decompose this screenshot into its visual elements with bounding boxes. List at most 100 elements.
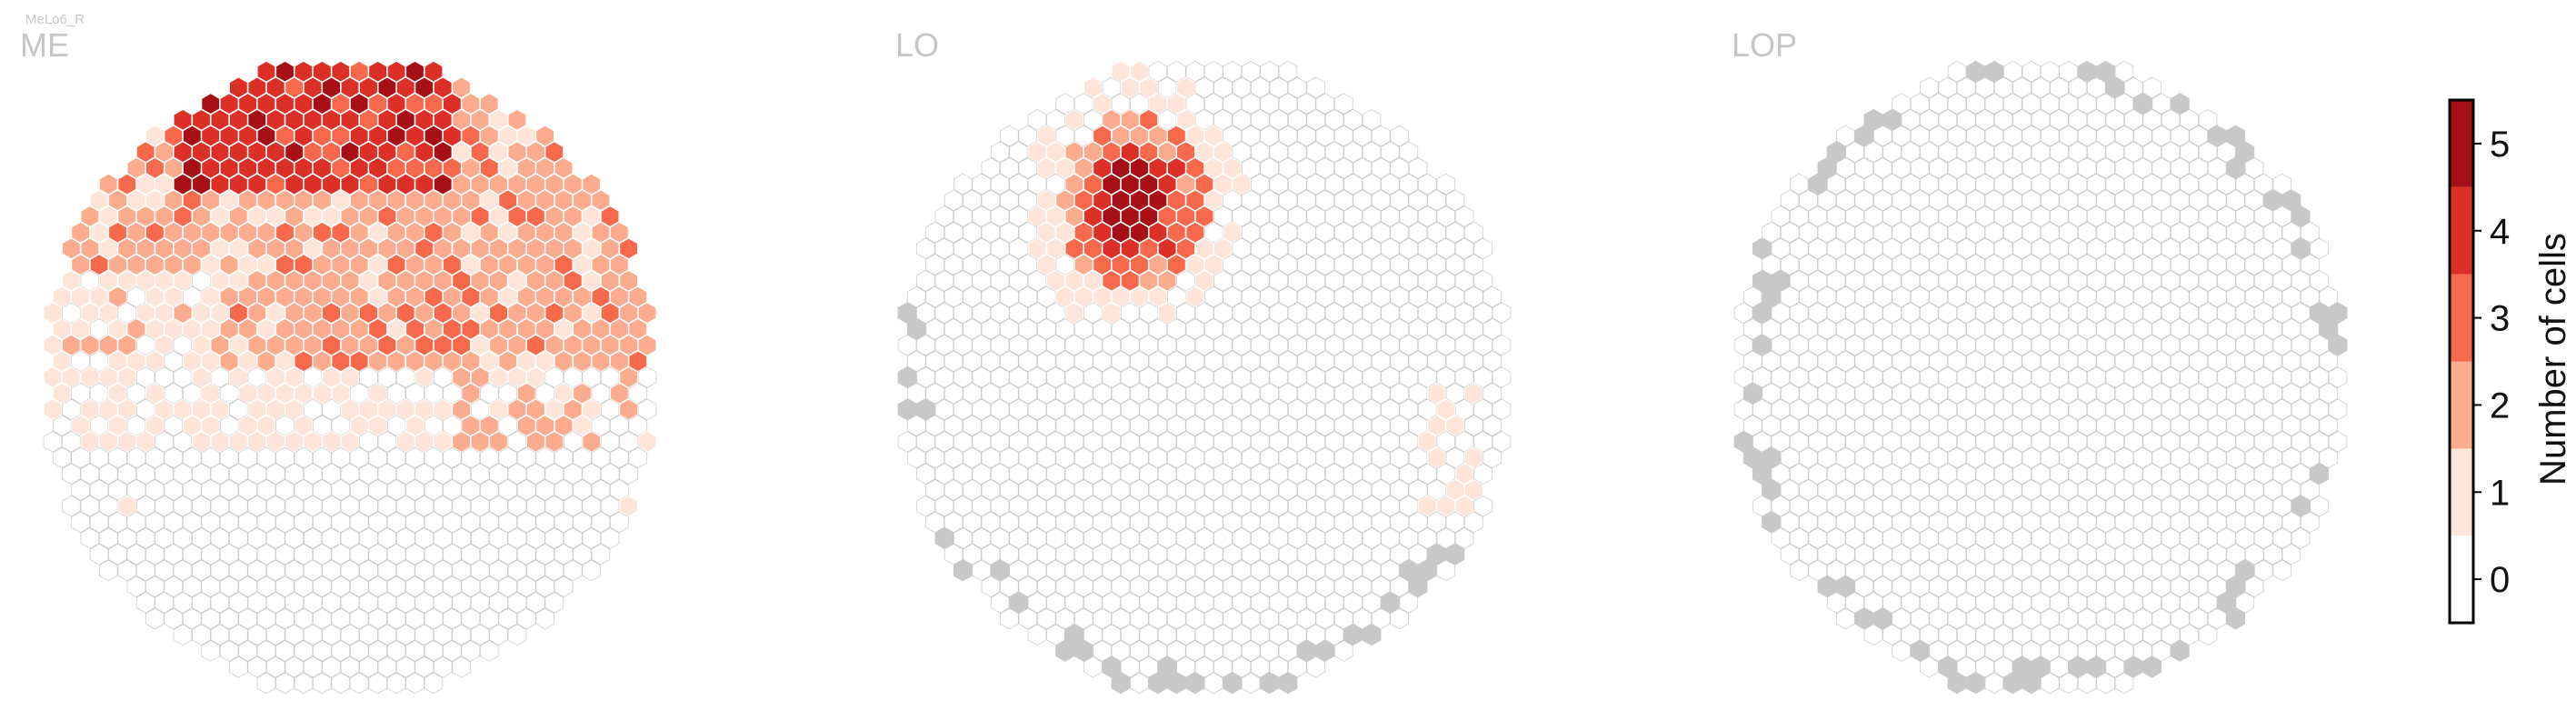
column-hex	[1882, 591, 1902, 614]
column-hex	[182, 511, 202, 534]
column-hex	[1324, 591, 1344, 614]
column-hex	[1417, 495, 1437, 517]
column-hex	[1454, 334, 1474, 356]
column-hex	[544, 173, 564, 195]
column-hex	[619, 334, 638, 356]
column-hex	[2161, 366, 2181, 388]
column-hex	[461, 350, 481, 373]
column-hex	[126, 317, 146, 340]
column-hex	[2002, 607, 2022, 630]
column-hex	[1278, 607, 1298, 630]
column-hex	[600, 398, 620, 421]
column-hex	[990, 591, 1010, 614]
column-hex	[2198, 141, 2218, 164]
column-hex	[2040, 607, 2060, 630]
missing-column-hex	[1399, 559, 1419, 582]
missing-column-hex	[2235, 559, 2255, 582]
column-hex	[1139, 108, 1159, 131]
column-hex	[1157, 302, 1177, 325]
column-hex	[498, 446, 517, 469]
column-hex	[275, 543, 295, 566]
column-hex	[944, 189, 964, 212]
column-hex	[2300, 479, 2320, 501]
column-hex	[2310, 269, 2329, 292]
column-hex	[1993, 495, 2013, 517]
column-hex	[285, 463, 305, 486]
column-hex	[1984, 672, 2004, 695]
column-hex	[2123, 108, 2143, 131]
column-hex	[1817, 189, 1837, 212]
column-hex	[2244, 479, 2264, 501]
column-hex	[2272, 334, 2292, 356]
column-hex	[322, 527, 341, 549]
column-hex	[1093, 254, 1112, 276]
column-hex	[2022, 543, 2042, 566]
column-hex	[1790, 269, 1809, 292]
column-hex	[591, 446, 611, 469]
missing-column-hex	[1938, 656, 1958, 678]
column-hex	[1771, 366, 1791, 388]
column-hex	[637, 430, 657, 453]
column-hex	[2152, 93, 2172, 115]
column-hex	[1771, 527, 1791, 549]
column-hex	[201, 156, 221, 179]
column-hex	[1343, 269, 1363, 292]
column-hex	[405, 285, 424, 308]
missing-column-hex	[2012, 656, 2032, 678]
column-hex	[1993, 205, 2013, 227]
column-hex	[2123, 527, 2143, 549]
column-hex	[164, 415, 184, 436]
column-hex	[1984, 640, 2004, 662]
column-hex	[1371, 576, 1391, 597]
column-hex	[1353, 189, 1372, 212]
column-hex	[256, 317, 276, 340]
column-hex	[1194, 108, 1214, 131]
column-hex	[2272, 398, 2292, 421]
column-hex	[349, 189, 369, 212]
column-hex	[2077, 221, 2097, 244]
column-hex	[1055, 382, 1074, 405]
column-hex	[89, 318, 109, 340]
column-hex	[1037, 446, 1056, 469]
column-hex	[1027, 398, 1047, 421]
column-hex	[1000, 415, 1019, 436]
column-hex	[89, 350, 109, 373]
column-hex	[609, 317, 629, 340]
column-hex	[1417, 430, 1437, 453]
column-hex	[1046, 624, 1065, 646]
column-hex	[1297, 221, 1316, 244]
column-hex	[395, 334, 415, 356]
column-hex	[368, 479, 388, 501]
column-hex	[386, 543, 406, 566]
column-hex	[1324, 108, 1344, 131]
column-hex	[155, 430, 174, 453]
missing-column-hex	[1771, 269, 1791, 292]
column-hex	[1185, 93, 1205, 115]
column-hex	[1120, 463, 1140, 486]
column-hex	[98, 430, 118, 453]
column-hex	[1093, 285, 1112, 308]
column-hex	[386, 382, 406, 405]
column-hex	[443, 221, 462, 244]
column-hex	[405, 156, 424, 179]
column-hex	[1315, 350, 1335, 373]
column-hex	[2319, 350, 2339, 373]
column-hex	[285, 656, 305, 678]
column-hex	[1000, 446, 1019, 469]
column-hex	[1055, 254, 1074, 275]
column-hex	[182, 415, 202, 437]
column-hex	[1194, 269, 1214, 292]
column-hex	[591, 189, 611, 212]
column-hex	[1260, 93, 1279, 115]
column-hex	[395, 173, 415, 195]
column-hex	[173, 527, 193, 549]
column-hex	[219, 221, 239, 244]
column-hex	[944, 446, 964, 469]
column-hex	[489, 463, 508, 486]
column-hex	[1947, 576, 1967, 597]
column-hex	[1166, 93, 1186, 115]
column-hex	[2291, 302, 2311, 325]
column-hex	[117, 398, 137, 421]
column-hex	[489, 398, 508, 421]
column-hex	[2281, 350, 2301, 373]
